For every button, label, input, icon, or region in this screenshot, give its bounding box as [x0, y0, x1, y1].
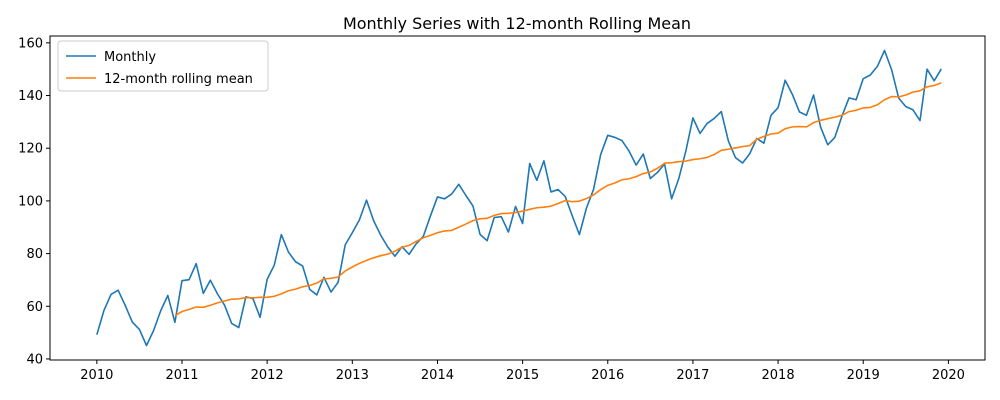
- plot-frame: [49, 35, 986, 361]
- y-tick-label: 140: [18, 89, 43, 104]
- x-tick-label: 2012: [251, 368, 284, 383]
- legend-label-monthly: Monthly: [104, 50, 156, 65]
- legend: Monthly 12-month rolling mean: [57, 40, 269, 92]
- x-tick-label: 2019: [847, 368, 880, 383]
- x-tick-label: 2015: [506, 368, 539, 383]
- y-tick-label: 100: [18, 194, 43, 209]
- x-tick-label: 2018: [762, 368, 795, 383]
- plot-area: [96, 49, 942, 347]
- y-tick-label: 80: [26, 247, 43, 262]
- x-tick-label: 2010: [80, 368, 113, 383]
- chart-title: Monthly Series with 12-month Rolling Mea…: [343, 14, 691, 33]
- legend-label-rolling-mean: 12-month rolling mean: [104, 72, 253, 87]
- axes: 2010 2011 2012 2013 2014 2015 2016 2017 2018 2019…: [18, 35, 986, 383]
- y-tick-label: 120: [18, 142, 43, 157]
- x-tick-label: 2014: [421, 368, 454, 383]
- y-tick-label: 60: [26, 300, 43, 315]
- y-tick-label: 160: [18, 36, 43, 51]
- x-tick-label: 2013: [336, 368, 369, 383]
- x-tick-label: 2011: [165, 368, 198, 383]
- y-tick-label: 40: [26, 352, 43, 367]
- x-tick-label: 2016: [591, 368, 624, 383]
- series-line-12-month-rolling-mean: [174, 82, 942, 317]
- x-tick-label: 2017: [676, 368, 709, 383]
- x-tick-label: 2020: [932, 368, 965, 383]
- legend-box: [57, 40, 269, 92]
- series-line-monthly: [96, 49, 942, 347]
